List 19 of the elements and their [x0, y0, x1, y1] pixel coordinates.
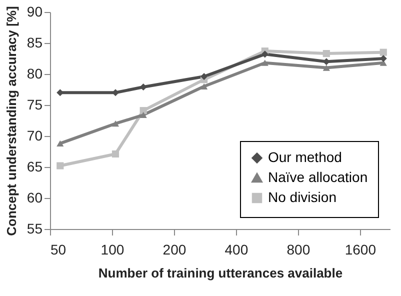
x-tick-label: 50 [50, 242, 66, 258]
y-tick-label: 55 [26, 220, 43, 236]
y-tick-label: 70 [26, 128, 43, 144]
legend-label: Naïve allocation [268, 169, 368, 185]
y-tick-label: 75 [26, 96, 43, 112]
legend-label: No division [268, 189, 336, 205]
x-axis-title: Number of training utterances available [98, 266, 343, 280]
x-tick-label: 1600 [344, 242, 376, 258]
y-tick-label: 80 [26, 66, 43, 82]
y-axis-title: Concept understanding accuracy [%] [4, 6, 19, 236]
y-tick-label: 85 [26, 34, 43, 50]
x-tick-label: 800 [286, 242, 310, 258]
y-tick-label: 65 [26, 158, 43, 174]
x-tick-label: 200 [162, 242, 186, 258]
x-tick-label: 100 [100, 242, 124, 258]
legend-label: Our method [268, 149, 342, 165]
y-tick-label: 60 [26, 190, 43, 206]
x-tick-label: 400 [224, 242, 248, 258]
y-tick-label: 90 [26, 4, 43, 20]
